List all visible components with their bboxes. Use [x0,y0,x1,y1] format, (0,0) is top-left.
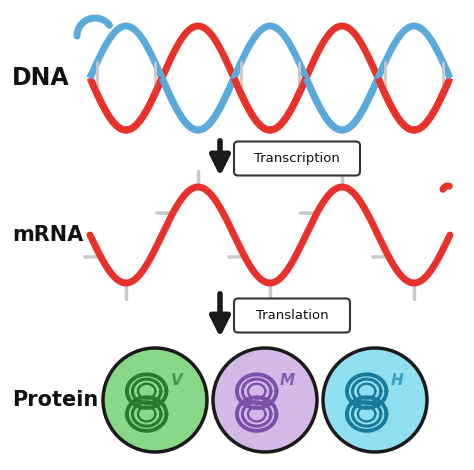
Circle shape [213,348,317,452]
Text: Transcription: Transcription [254,152,340,165]
Text: DNA: DNA [12,66,70,90]
Text: M: M [279,373,294,388]
FancyBboxPatch shape [234,141,360,175]
Text: Protein: Protein [12,390,98,410]
Text: V: V [171,373,182,388]
FancyBboxPatch shape [234,298,350,332]
Circle shape [323,348,427,452]
Text: H: H [391,373,403,388]
Text: mRNA: mRNA [12,225,83,245]
Text: Translation: Translation [255,309,328,322]
Circle shape [103,348,207,452]
